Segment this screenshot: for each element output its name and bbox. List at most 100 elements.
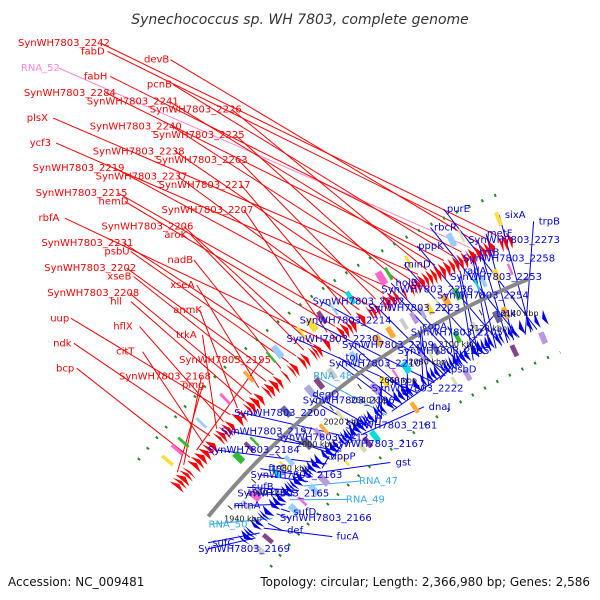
tick-mark: [227, 505, 233, 510]
reverse-gene-arrow: [310, 457, 322, 469]
reverse-gene-arrow: [344, 427, 355, 440]
forward-gene-arrow: [482, 242, 491, 259]
forward-gene-arrow: [231, 413, 244, 427]
category-block: [383, 267, 394, 281]
gene-label: SynWH7803_2200: [234, 408, 326, 419]
category-block: [316, 310, 328, 325]
reverse-gene-arrow: [348, 424, 359, 437]
forward-gene-arrow: [179, 470, 193, 482]
forward-gene-arrow: [365, 306, 375, 322]
category-block: [356, 440, 368, 454]
leader-line: [240, 184, 352, 316]
reverse-gene-arrow: [244, 525, 258, 536]
reverse-gene-arrow: [480, 338, 488, 353]
forward-gene-arrow: [371, 301, 382, 318]
reverse-gene-arrow: [511, 323, 518, 338]
reverse-gene-arrow: [476, 340, 485, 355]
category-block: [304, 317, 319, 333]
leader-line: [276, 513, 290, 519]
gene-label: SynWH7803_2258: [463, 254, 555, 265]
reverse-gene-arrow: [301, 465, 313, 478]
tick-mark: [276, 453, 282, 459]
leader-line: [231, 109, 427, 270]
category-block: [340, 455, 351, 467]
reverse-gene-arrow: [498, 329, 505, 345]
reverse-gene-arrow: [405, 382, 414, 396]
category-block: [195, 417, 208, 429]
tick-label: 2000 kbp: [297, 440, 335, 449]
forward-gene-arrow: [329, 330, 340, 346]
forward-gene-arrow: [224, 420, 237, 434]
gene-label: SynWH7803_2222: [372, 383, 464, 394]
forward-gene-arrow: [296, 355, 308, 370]
tick-label: 2140 kbp: [501, 309, 539, 318]
category-block: [372, 333, 385, 348]
tick-label: 1940 kbp: [224, 515, 262, 524]
tick-mark: [511, 294, 515, 301]
forward-gene-arrow: [447, 258, 456, 275]
leader-line: [439, 313, 496, 380]
category-block: [252, 543, 266, 556]
gene-label: SynWH7803_2165: [237, 488, 329, 499]
leader-line: [129, 292, 252, 395]
gene-label: hll: [110, 297, 122, 308]
accession-text: Accession: NC_009481: [8, 575, 144, 589]
reverse-gene-arrow: [262, 505, 275, 517]
forward-gene-arrow: [406, 281, 415, 297]
gene-label: pcnB: [147, 80, 172, 91]
forward-gene-arrow: [279, 369, 292, 384]
leader-line: [76, 367, 191, 458]
tick-mark: [302, 428, 307, 435]
leader-line: [259, 474, 309, 482]
forward-gene-arrow: [198, 448, 212, 461]
gene-label: xseA: [170, 280, 194, 291]
gene-label: SynWH7803_2169: [198, 544, 290, 555]
reverse-gene-arrow: [439, 361, 448, 375]
category-block: [404, 255, 414, 270]
leader-line: [280, 508, 290, 513]
forward-gene-arrow: [218, 426, 232, 440]
leader-line: [190, 234, 305, 351]
forward-gene-arrow: [339, 323, 350, 339]
leader-line: [472, 258, 491, 352]
reverse-gene-arrow: [375, 403, 385, 417]
category-block: [261, 533, 274, 545]
leader-line: [110, 75, 462, 253]
reverse-gene-arrow: [419, 373, 429, 387]
reverse-gene-arrow: [452, 353, 461, 368]
gene-label: SynWH7803_2202: [44, 263, 136, 274]
reverse-gene-arrow: [328, 440, 340, 453]
category-block: [317, 473, 331, 487]
forward-gene-arrow: [285, 364, 298, 379]
forward-gene-arrow: [487, 240, 495, 257]
leader-line: [114, 167, 368, 305]
leader-line: [70, 317, 231, 416]
forward-gene-arrow: [260, 386, 273, 400]
gene-label: mtnA: [234, 501, 261, 512]
gene-label: nadB: [167, 255, 193, 266]
genome-summary-text: Topology: circular; Length: 2,366,980 bp…: [259, 575, 590, 589]
gene-label: RNA_48: [313, 371, 352, 382]
gene-label: SynWH7803_2166: [280, 513, 372, 524]
reverse-gene-arrow: [463, 347, 472, 362]
leader-line: [174, 150, 385, 295]
gene-label: tmk: [496, 309, 516, 320]
leader-line: [317, 462, 391, 474]
category-block: [434, 298, 442, 310]
category-block: [399, 317, 409, 331]
gene-label: radA: [463, 266, 487, 277]
leader-line: [243, 412, 357, 440]
tick-mark: [357, 383, 362, 390]
forward-gene-arrow: [263, 383, 276, 398]
leader-line: [230, 431, 342, 452]
reverse-gene-arrow: [518, 319, 526, 335]
forward-gene-arrow: [467, 248, 477, 266]
forward-gene-arrow: [201, 444, 216, 457]
leader-line: [459, 276, 474, 361]
leader-line: [171, 125, 410, 280]
gene-label: ycf3: [30, 138, 51, 149]
leader-line: [237, 159, 377, 300]
forward-gene-arrow: [307, 347, 319, 362]
gene-label: hemD: [99, 197, 129, 208]
